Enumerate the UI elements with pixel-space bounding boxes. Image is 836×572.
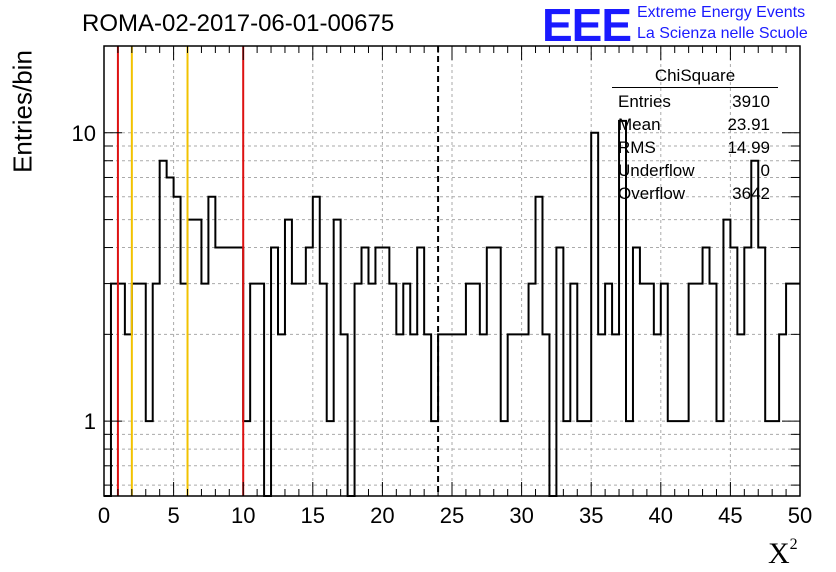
x-tick-label: 5 — [167, 503, 179, 528]
stats-label: Entries — [618, 92, 671, 111]
eee-logo: EEE — [542, 0, 632, 51]
y-axis-label: Entries/bin — [7, 50, 38, 173]
stats-row-overflow: Overflow 3642 — [612, 182, 778, 205]
x-tick-label: 25 — [440, 503, 464, 528]
axes-layer: 0 5 10 15 20 25 30 35 40 45 50 1 10 — [72, 45, 812, 528]
stats-row-underflow: Underflow 0 — [612, 159, 778, 182]
x-tick-label: 10 — [231, 503, 255, 528]
x-tick-label: 20 — [370, 503, 394, 528]
stats-label: Underflow — [618, 161, 695, 180]
histogram-layer — [104, 119, 800, 497]
stats-row-rms: RMS 14.99 — [612, 136, 778, 159]
y-tick-label: 1 — [84, 409, 96, 434]
x-tick-label: 45 — [718, 503, 742, 528]
x-tick-label: 15 — [301, 503, 325, 528]
stats-value: 23.91 — [727, 115, 770, 134]
x-tick-label: 50 — [788, 503, 812, 528]
stats-row-mean: Mean 23.91 — [612, 113, 778, 136]
stats-value: 3642 — [732, 184, 770, 203]
x-tick-label: 0 — [98, 503, 110, 528]
x-axis-label: X2 — [768, 536, 798, 571]
x-axis-label-superscript: 2 — [789, 536, 798, 553]
x-tick-label: 30 — [509, 503, 533, 528]
histogram-series — [104, 119, 800, 497]
stats-label: Mean — [618, 115, 661, 134]
x-axis-label-base: X — [768, 537, 790, 570]
chart-title: ROMA-02-2017-06-01-00675 — [82, 10, 395, 37]
y-tick-label: 10 — [72, 121, 96, 146]
stats-label: Overflow — [618, 184, 686, 203]
stats-row-entries: Entries 3910 — [612, 90, 778, 113]
stats-value: 14.99 — [727, 138, 770, 157]
stats-label: RMS — [618, 138, 656, 157]
stats-box-title: ChiSquare — [612, 66, 778, 88]
x-tick-label: 35 — [579, 503, 603, 528]
logo-line-1: Extreme Energy Events — [637, 4, 806, 21]
logo-line-2: La Scienza nelle Scuole — [637, 25, 808, 42]
stats-value: 0 — [760, 161, 770, 180]
stats-value: 3910 — [732, 92, 770, 111]
stats-box: ChiSquare Entries 3910 Mean 23.91 RMS 14.99… — [612, 66, 778, 205]
x-tick-label: 40 — [649, 503, 673, 528]
